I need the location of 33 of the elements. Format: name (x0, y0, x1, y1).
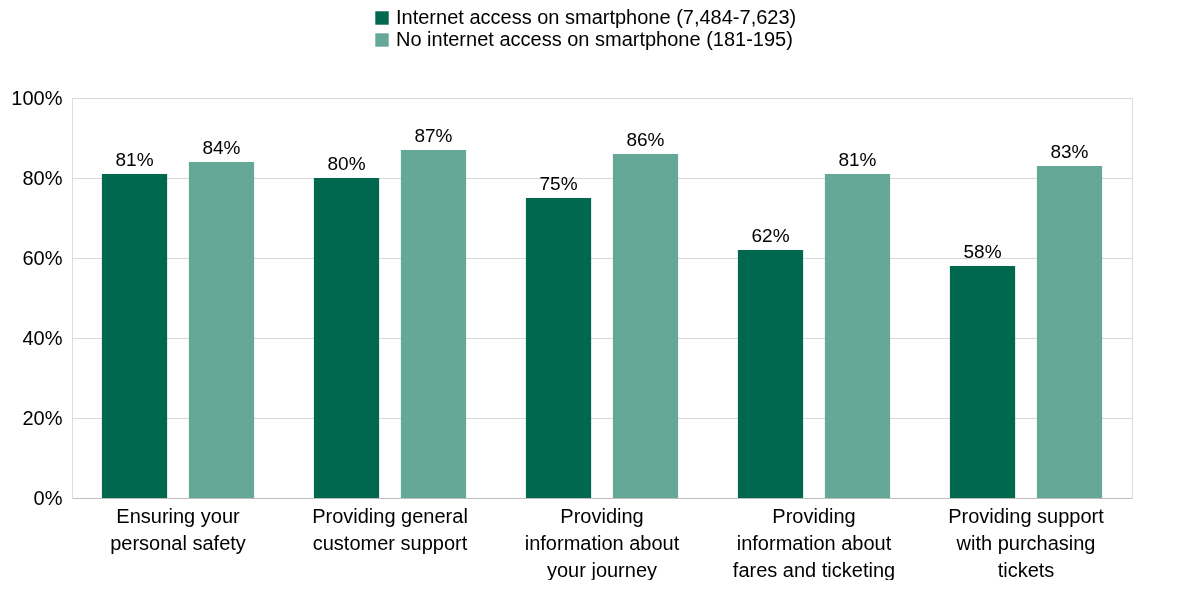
x-tick-label: Providing information about your journey (524, 504, 680, 581)
text: 86% (626, 129, 665, 150)
bar (188, 162, 255, 498)
bar (101, 174, 168, 498)
bar (612, 154, 679, 498)
y-tick-label: 20% (22, 406, 63, 429)
text: 80% (327, 153, 366, 174)
bar (400, 150, 467, 498)
y-tick-label: 40% (22, 326, 63, 349)
text: 83% (1050, 141, 1089, 162)
text: 84% (202, 137, 241, 158)
x-tick-label: Ensuring your personal safety (110, 504, 246, 554)
y-tick-label: 80% (22, 166, 63, 189)
text: 87% (414, 125, 453, 146)
legend-label: Internet access on smartphone (7,484-7,623) (396, 6, 797, 28)
legend-label: No internet access on smartphone (181-195) (396, 28, 793, 50)
x-tick-label: Providing support with purchasing tickets (948, 504, 1105, 581)
y-tick-label: 60% (22, 246, 63, 269)
bar (949, 266, 1016, 498)
bar (824, 174, 891, 498)
bar (313, 178, 380, 498)
text: 58% (963, 241, 1002, 262)
text: 81% (115, 149, 154, 170)
x-tick-label: Providing information about fares and ticketing (732, 504, 896, 581)
bar (1036, 166, 1103, 498)
y-tick-label: 0% (33, 486, 63, 509)
text: 81% (838, 149, 877, 170)
y-tick-label: 100% (11, 86, 63, 109)
bar (737, 250, 804, 498)
x-tick-label: Providing general customer support (312, 504, 468, 554)
text: 75% (539, 173, 578, 194)
text: 62% (751, 225, 790, 246)
bar (525, 198, 592, 498)
